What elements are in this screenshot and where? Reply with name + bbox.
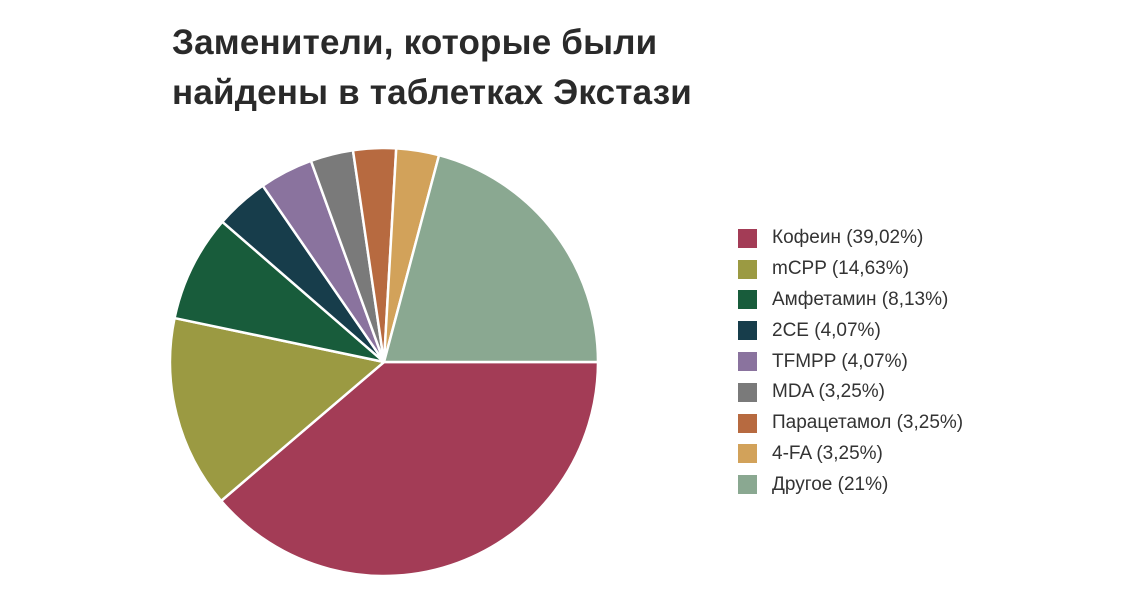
legend-swatch xyxy=(738,413,757,433)
legend-swatch xyxy=(738,321,757,341)
pie-slice-8 xyxy=(382,153,600,364)
legend-item: MDA (3,25%) xyxy=(738,377,963,408)
legend-item: Парацетамол (3,25%) xyxy=(738,408,963,439)
legend-swatch xyxy=(738,228,757,248)
chart-title-line-2: найдены в таблетках Экстази xyxy=(172,73,693,112)
legend-label: 2CE (4,07%) xyxy=(772,319,881,341)
legend-swatch xyxy=(738,444,757,464)
legend-label: Парацетамол (3,25%) xyxy=(772,412,964,434)
pie-slice-2 xyxy=(173,220,386,364)
legend-label: Кофеин (39,02%) xyxy=(772,227,924,249)
legend-label: mCPP (14,63%) xyxy=(772,258,909,280)
legend-item: Амфетамин (8,13%) xyxy=(738,285,963,316)
legend-label: Амфетамин (8,13%) xyxy=(772,288,949,310)
pie-slices xyxy=(168,146,600,578)
legend-label: TFMPP (4,07%) xyxy=(772,350,908,372)
pie-slice-1 xyxy=(168,316,386,503)
legend-item: Кофеин (39,02%) xyxy=(738,223,963,254)
legend-label: Другое (21%) xyxy=(772,473,889,495)
legend-label: MDA (3,25%) xyxy=(772,381,885,403)
legend-item: 4-FA (3,25%) xyxy=(738,439,963,470)
legend-swatch xyxy=(738,352,757,372)
legend-item: Другое (21%) xyxy=(738,469,963,500)
legend-item: mCPP (14,63%) xyxy=(738,254,963,285)
chart-title: Заменители, которые были найдены в табле… xyxy=(172,18,872,118)
chart-title-line-1: Заменители, которые были xyxy=(172,23,658,62)
legend-swatch xyxy=(738,259,757,279)
legend-swatch xyxy=(738,382,757,402)
chart-legend: Кофеин (39,02%) mCPP (14,63%) Амфетамин (8… xyxy=(738,223,963,500)
legend-swatch xyxy=(738,290,757,310)
legend-item: TFMPP (4,07%) xyxy=(738,346,963,377)
legend-item: 2CE (4,07%) xyxy=(738,315,963,346)
pie-slice-0 xyxy=(219,360,600,578)
legend-label: 4-FA (3,25%) xyxy=(772,442,883,464)
legend-swatch xyxy=(738,475,757,495)
